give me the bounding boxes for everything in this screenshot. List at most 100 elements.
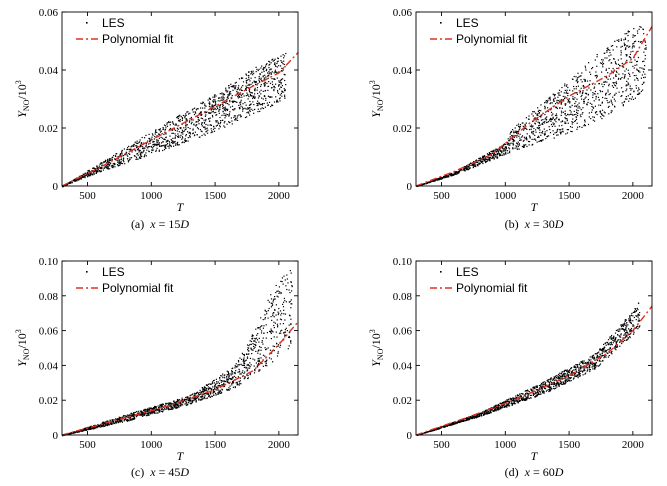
- les-point: [224, 106, 226, 108]
- les-point: [284, 319, 286, 321]
- les-point: [258, 102, 260, 104]
- les-point: [216, 124, 218, 126]
- les-point: [74, 432, 76, 434]
- les-point: [549, 132, 552, 134]
- les-point: [227, 371, 229, 373]
- les-point: [68, 183, 70, 185]
- les-point: [115, 418, 117, 420]
- les-point: [259, 369, 261, 371]
- les-point: [276, 323, 278, 325]
- les-point: [458, 170, 460, 172]
- les-point: [242, 108, 244, 110]
- les-point: [272, 60, 274, 62]
- les-point: [626, 98, 628, 100]
- les-point: [543, 128, 545, 130]
- les-point: [269, 63, 271, 65]
- les-point: [576, 98, 578, 100]
- les-point: [261, 80, 263, 82]
- les-point: [637, 32, 639, 34]
- les-point: [271, 87, 273, 89]
- les-point: [603, 343, 605, 345]
- les-point: [571, 126, 573, 128]
- les-point: [218, 110, 220, 112]
- les-point: [262, 319, 264, 321]
- les-point: [540, 119, 543, 121]
- les-point: [501, 151, 503, 153]
- les-point: [244, 116, 247, 119]
- les-point: [624, 76, 626, 78]
- les-point: [620, 95, 622, 97]
- les-point: [181, 142, 183, 144]
- les-point: [106, 167, 108, 169]
- les-point: [636, 93, 639, 95]
- les-point: [450, 172, 452, 175]
- les-point: [466, 167, 468, 169]
- les-point: [254, 81, 256, 83]
- les-point: [617, 329, 619, 331]
- les-point: [277, 296, 279, 298]
- les-point: [170, 403, 172, 405]
- les-point: [639, 92, 641, 94]
- les-point: [265, 97, 267, 99]
- les-point: [571, 78, 574, 80]
- les-point: [594, 59, 596, 61]
- les-point: [196, 392, 198, 394]
- les-point: [176, 407, 179, 409]
- les-point: [629, 87, 631, 89]
- les-point: [254, 370, 256, 372]
- les-point: [149, 413, 151, 415]
- les-point: [219, 385, 221, 387]
- les-point: [532, 133, 534, 135]
- les-point: [198, 391, 200, 394]
- les-point: [249, 94, 252, 96]
- les-point: [549, 98, 551, 100]
- les-point: [111, 420, 114, 422]
- les-point: [215, 125, 217, 127]
- les-point: [161, 133, 163, 135]
- les-point: [569, 380, 571, 382]
- les-point: [283, 313, 285, 315]
- les-point: [201, 122, 203, 124]
- les-point: [136, 152, 139, 155]
- les-point: [225, 102, 227, 104]
- les-point: [537, 114, 539, 116]
- les-point: [265, 99, 267, 101]
- les-point: [266, 365, 268, 367]
- les-point: [196, 397, 198, 399]
- les-point: [517, 141, 519, 143]
- les-point: [129, 148, 131, 150]
- les-point: [209, 383, 211, 385]
- les-point: [580, 116, 582, 118]
- les-point: [116, 161, 119, 163]
- les-point: [170, 121, 172, 123]
- les-point: [192, 119, 194, 121]
- les-point: [228, 375, 230, 377]
- les-point: [454, 171, 456, 173]
- les-point: [236, 88, 238, 91]
- les-point: [211, 389, 213, 391]
- les-point: [574, 366, 576, 368]
- les-point: [112, 167, 114, 169]
- les-point: [280, 70, 283, 72]
- les-point: [499, 150, 501, 152]
- les-point: [592, 365, 594, 367]
- les-point: [600, 91, 602, 93]
- les-point: [170, 405, 172, 407]
- les-point: [71, 182, 73, 184]
- les-point: [540, 110, 542, 112]
- les-point: [227, 389, 230, 391]
- les-point: [281, 312, 283, 314]
- les-point: [132, 413, 134, 416]
- les-point: [104, 425, 106, 427]
- les-point: [141, 410, 143, 412]
- les-point: [255, 362, 257, 364]
- les-point: [277, 290, 279, 292]
- les-point: [151, 136, 153, 138]
- les-point: [628, 56, 630, 58]
- les-point: [540, 104, 542, 106]
- les-point: [558, 118, 560, 120]
- les-point: [624, 44, 626, 46]
- les-point: [492, 156, 494, 158]
- les-point: [254, 93, 256, 95]
- les-point: [128, 420, 130, 422]
